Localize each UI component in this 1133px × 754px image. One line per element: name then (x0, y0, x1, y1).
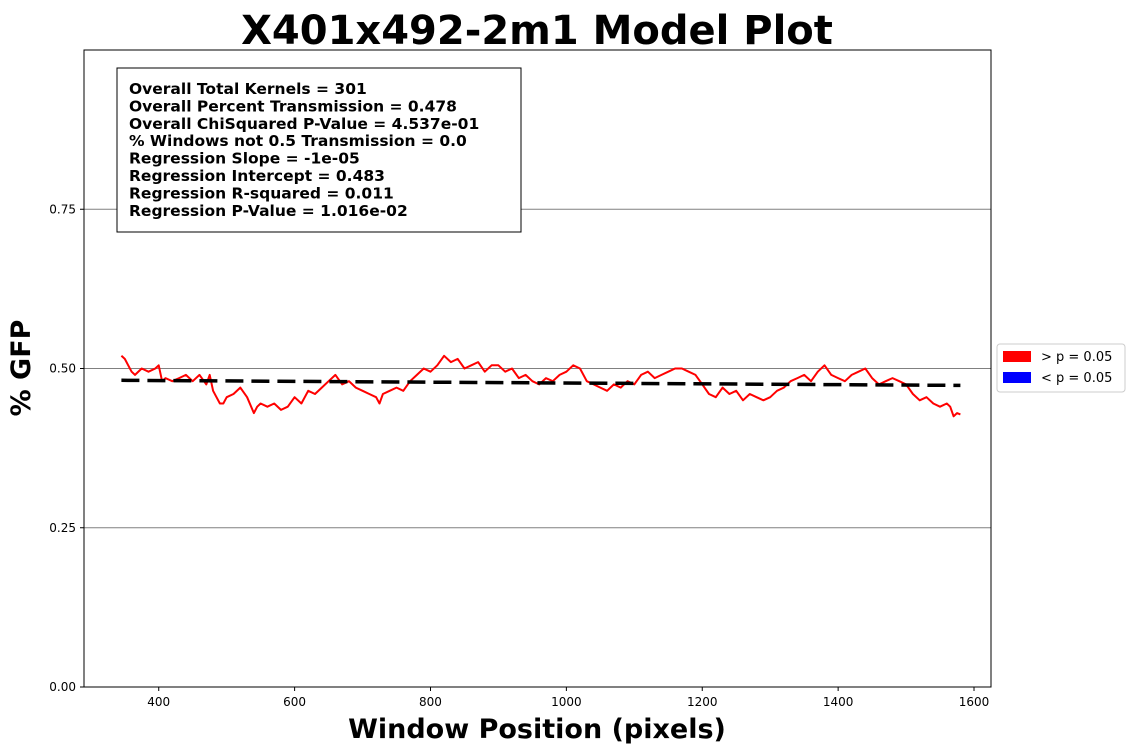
y-tick-label-1: 0.25 (49, 521, 76, 535)
y-tick-label-3: 0.75 (49, 202, 76, 216)
stats-line-5: Regression Intercept = 0.483 (129, 167, 385, 185)
plot-series (120, 354, 961, 418)
stats-line-3: % Windows not 0.5 Transmission = 0.0 (129, 132, 467, 150)
stats-line-2: Overall ChiSquared P-Value = 4.537e-01 (129, 115, 479, 133)
stats-box-frame (116, 67, 522, 233)
stats-line-7: Regression P-Value = 1.016e-02 (129, 202, 408, 220)
legend-swatch-1 (1003, 372, 1031, 383)
chart-title: X401x492-2m1 Model Plot (241, 8, 833, 54)
y-axis: 0.00 0.25 0.50 0.75 (49, 202, 84, 694)
x-tick-label-3: 1000 (551, 695, 582, 709)
x-tick-label-5: 1400 (823, 695, 854, 709)
legend-swatch-0 (1003, 351, 1031, 362)
legend-label-1: < p = 0.05 (1041, 371, 1112, 386)
stats-line-1: Overall Percent Transmission = 0.478 (129, 97, 457, 115)
x-tick-label-6: 1600 (959, 695, 990, 709)
legend-label-0: > p = 0.05 (1041, 350, 1112, 365)
y-tick-label-2: 0.50 (49, 362, 76, 376)
stats-line-6: Regression R-squared = 0.011 (129, 184, 394, 202)
x-tick-label-1: 600 (283, 695, 306, 709)
x-tick-label-2: 800 (419, 695, 442, 709)
x-tick-label-0: 400 (147, 695, 170, 709)
regression-line (121, 378, 961, 388)
stats-line-4: Regression Slope = -1e-05 (129, 150, 360, 168)
x-tick-label-4: 1200 (687, 695, 718, 709)
x-axis: 400 600 800 1000 1200 1400 1600 (147, 687, 989, 709)
y-axis-title: % GFP (6, 320, 37, 417)
x-axis-title: Window Position (pixels) (348, 714, 726, 745)
y-tick-label-0: 0.00 (49, 680, 76, 694)
legend: > p = 0.05 < p = 0.05 (996, 343, 1126, 393)
stats-line-0: Overall Total Kernels = 301 (129, 80, 367, 98)
grid-lines (84, 208, 991, 529)
transmission-line (120, 354, 961, 418)
